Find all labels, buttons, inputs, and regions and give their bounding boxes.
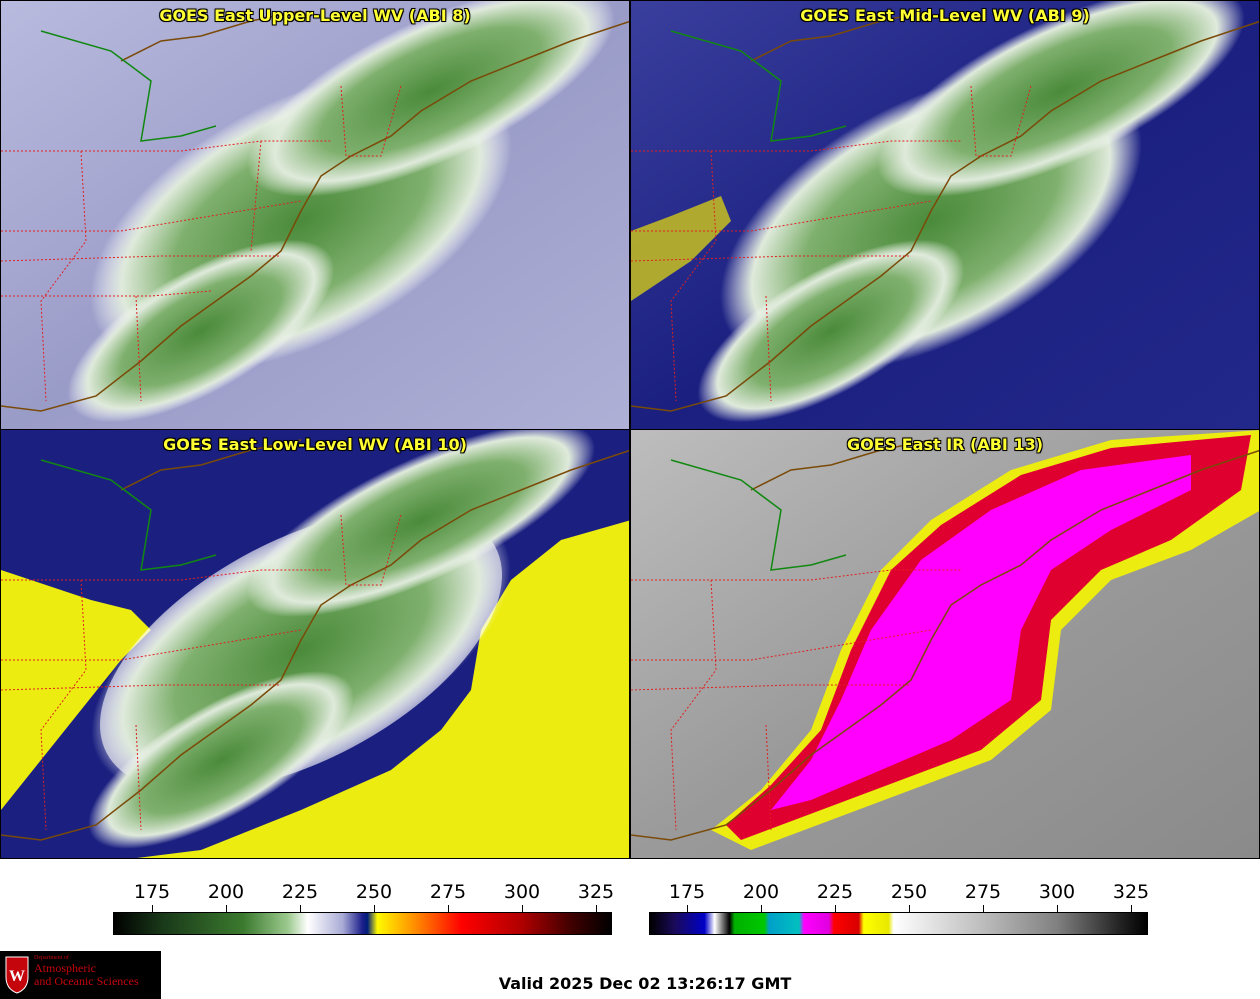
wv-tick (300, 905, 301, 912)
ir-tick-label: 250 (890, 881, 928, 903)
valid-time: Valid 2025 Dec 02 13:26:17 GMT (498, 974, 792, 993)
ir-tick (909, 905, 910, 912)
ir-tick-label: 200 (742, 881, 780, 903)
panel-title: GOES East Low-Level WV (ABI 10) (163, 435, 467, 454)
aos-logo[interactable]: W Department of Atmospheric and Oceanic … (0, 951, 161, 999)
ir-tick (761, 905, 762, 912)
wv-tick (596, 905, 597, 912)
wv-tick-label: 300 (503, 881, 541, 903)
wv-tick-label: 200 (207, 881, 245, 903)
wv-tick-label: 250 (355, 881, 393, 903)
ir-tick (1131, 905, 1132, 912)
ir-tick (835, 905, 836, 912)
logo-name-text: Atmospheric and Oceanic Sciences (34, 961, 139, 988)
wv-tick-label: 225 (281, 881, 319, 903)
satellite-map (631, 430, 1259, 858)
panel-title: GOES East Upper-Level WV (ABI 8) (159, 6, 471, 25)
canada-border (40, 30, 217, 142)
canada-border (670, 30, 847, 142)
wv-tick (226, 905, 227, 912)
coastlines (1, 439, 629, 841)
ir-tick-label: 175 (668, 881, 706, 903)
wv-tick-label: 325 (577, 881, 615, 903)
upper-level-wv-panel: GOES East Upper-Level WV (ABI 8) (0, 0, 630, 430)
mid-level-wv-panel: GOES East Mid-Level WV (ABI 9) (630, 0, 1260, 430)
coastlines (631, 439, 1259, 841)
wv-tick (152, 905, 153, 912)
ir-colorbar (649, 912, 1148, 935)
panel-title: GOES East Mid-Level WV (ABI 9) (800, 6, 1090, 25)
canada-border (40, 459, 217, 571)
infrared-panel: GOES East IR (ABI 13) (630, 429, 1260, 859)
canada-border (670, 459, 847, 571)
ir-tick-label: 325 (1112, 881, 1150, 903)
ir-tick-label: 275 (964, 881, 1002, 903)
svg-text:W: W (9, 968, 25, 985)
wv-tick-label: 275 (429, 881, 467, 903)
state-borders (1, 514, 402, 831)
coastlines (631, 10, 1259, 412)
ir-tick-label: 225 (816, 881, 854, 903)
satellite-map (1, 430, 629, 858)
panel-title: GOES East IR (ABI 13) (846, 435, 1044, 454)
state-borders (631, 569, 961, 831)
logo-department-text: Department of (34, 955, 69, 961)
wv-tick (522, 905, 523, 912)
wv-tick-label: 175 (133, 881, 171, 903)
satellite-map (631, 1, 1259, 429)
ir-tick (1057, 905, 1058, 912)
wv-colorbar (113, 912, 612, 935)
ir-tick (687, 905, 688, 912)
low-level-wv-panel: GOES East Low-Level WV (ABI 10) (0, 429, 630, 859)
satellite-map (1, 1, 629, 429)
uw-crest-icon: W (5, 956, 29, 994)
ir-tick (983, 905, 984, 912)
state-borders (1, 85, 402, 402)
coastlines (1, 10, 629, 412)
state-borders (631, 85, 1032, 402)
ir-tick-label: 300 (1038, 881, 1076, 903)
wv-tick (374, 905, 375, 912)
wv-tick (448, 905, 449, 912)
